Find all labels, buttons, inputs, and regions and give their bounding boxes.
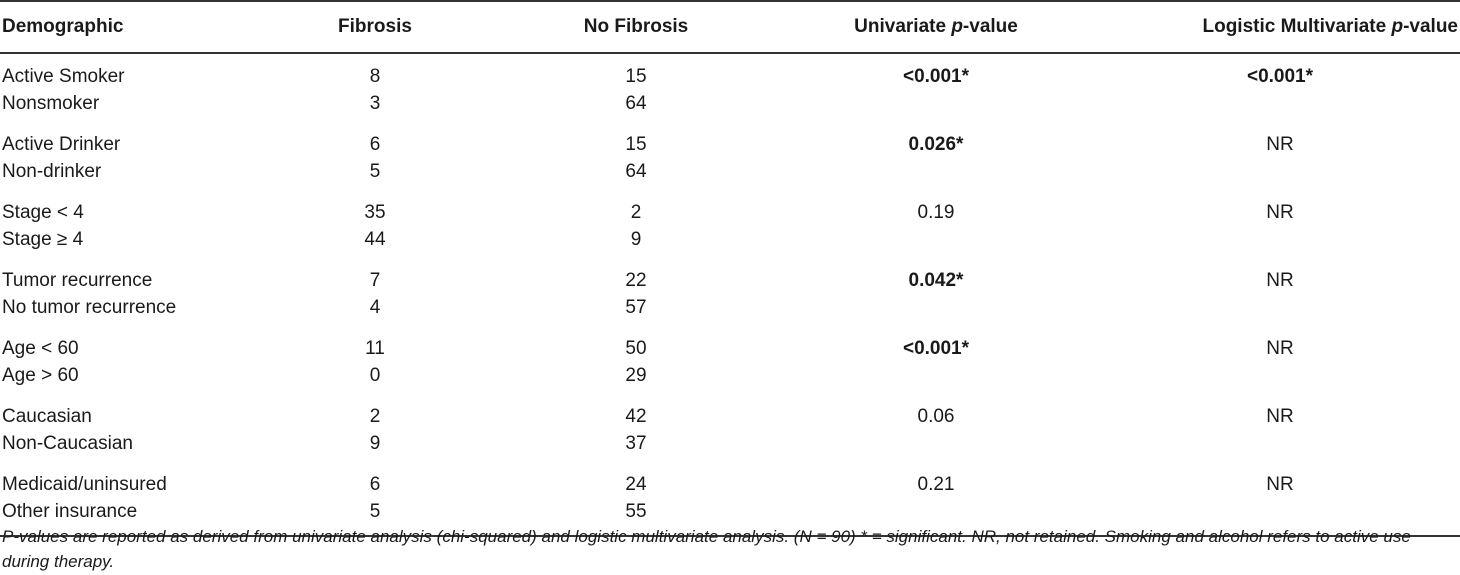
cell-univariate-p-value	[772, 90, 1100, 122]
header-univariate-p-value: Univariate p-value	[772, 0, 1100, 54]
cell-logistic-p-value: NR	[1266, 474, 1294, 495]
table-row: Stage ≥ 4 44 9	[0, 226, 1460, 258]
header-no-fibrosis: No Fibrosis	[500, 0, 772, 54]
cell-no-fibrosis: 50	[625, 338, 647, 359]
cell-logistic-p-value	[1100, 226, 1460, 258]
table-row: Tumor recurrence 7 22 0.042* NR	[0, 258, 1460, 294]
cell-demographic: Age < 60	[2, 338, 79, 359]
table-row: Non-Caucasian 9 37	[0, 430, 1460, 462]
demographics-table: Demographic Fibrosis No Fibrosis Univari…	[0, 0, 1460, 537]
cell-fibrosis: 9	[369, 433, 381, 454]
cell-logistic-p-value: NR	[1266, 270, 1294, 291]
cell-logistic-p-value	[1100, 430, 1460, 462]
cell-univariate-p-value: <0.001*	[902, 338, 970, 359]
header-logistic-multivariate-p-value: Logistic Multivariate p-value	[1100, 0, 1460, 54]
cell-demographic: Caucasian	[2, 406, 92, 427]
cell-univariate-p-value	[772, 430, 1100, 462]
cell-logistic-p-value: NR	[1266, 338, 1294, 359]
cell-demographic: No tumor recurrence	[2, 297, 177, 318]
cell-demographic: Tumor recurrence	[2, 270, 153, 291]
cell-demographic: Medicaid/uninsured	[2, 474, 167, 495]
cell-no-fibrosis: 57	[625, 297, 647, 318]
table-row: Active Smoker 8 15 <0.001* <0.001*	[0, 53, 1460, 90]
table-footnote: P-values are reported as derived from un…	[2, 527, 1411, 571]
cell-demographic: Non-Caucasian	[2, 433, 133, 454]
cell-demographic: Stage < 4	[2, 202, 84, 223]
table-row: Caucasian 2 42 0.06 NR	[0, 394, 1460, 430]
cell-fibrosis: 8	[369, 66, 381, 87]
table-row: Other insurance 5 55	[0, 498, 1460, 537]
header-row: Demographic Fibrosis No Fibrosis Univari…	[0, 0, 1460, 54]
cell-fibrosis: 2	[369, 406, 381, 427]
cell-no-fibrosis: 15	[625, 134, 647, 155]
cell-no-fibrosis: 37	[625, 433, 647, 454]
cell-demographic: Nonsmoker	[2, 93, 100, 114]
cell-univariate-p-value: 0.042*	[908, 270, 964, 291]
cell-univariate-p-value: 0.19	[917, 202, 955, 223]
cell-univariate-p-value: 0.06	[917, 406, 955, 427]
cell-no-fibrosis: 55	[500, 498, 772, 537]
cell-univariate-p-value: 0.21	[917, 474, 955, 495]
cell-demographic: Other insurance	[0, 498, 250, 537]
cell-no-fibrosis: 24	[625, 474, 647, 495]
table-row: Age > 60 0 29	[0, 362, 1460, 394]
cell-fibrosis: 44	[364, 229, 386, 250]
cell-logistic-p-value: <0.001*	[1246, 66, 1314, 87]
cell-logistic-p-value: NR	[1266, 202, 1294, 223]
cell-logistic-p-value	[1100, 362, 1460, 394]
table-row: Active Drinker 6 15 0.026* NR	[0, 122, 1460, 158]
cell-logistic-p-value: NR	[1266, 134, 1294, 155]
cell-no-fibrosis: 29	[625, 365, 647, 386]
cell-fibrosis: 6	[369, 134, 381, 155]
cell-logistic-p-value	[1100, 158, 1460, 190]
cell-logistic-p-value	[1100, 294, 1460, 326]
cell-fibrosis: 3	[369, 93, 381, 114]
cell-logistic-p-value: NR	[1266, 406, 1294, 427]
cell-univariate-p-value: 0.026*	[908, 134, 964, 155]
cell-fibrosis: 4	[369, 297, 381, 318]
cell-fibrosis: 5	[250, 498, 500, 537]
cell-no-fibrosis: 22	[625, 270, 647, 291]
table-row: Nonsmoker 3 64	[0, 90, 1460, 122]
cell-no-fibrosis: 64	[625, 93, 647, 114]
header-fibrosis: Fibrosis	[250, 0, 500, 54]
cell-no-fibrosis: 2	[630, 202, 642, 223]
header-demographic: Demographic	[0, 0, 250, 54]
cell-no-fibrosis: 9	[630, 229, 642, 250]
table-row: No tumor recurrence 4 57	[0, 294, 1460, 326]
cell-demographic: Age > 60	[2, 365, 79, 386]
cell-fibrosis: 35	[364, 202, 386, 223]
cell-univariate-p-value	[772, 226, 1100, 258]
table-body: Active Smoker 8 15 <0.001* <0.001* Nonsmoker 3…	[0, 53, 1460, 537]
cell-univariate-p-value: <0.001*	[902, 66, 970, 87]
cell-logistic-p-value	[1100, 90, 1460, 122]
cell-no-fibrosis: 42	[625, 406, 647, 427]
cell-demographic: Active Smoker	[2, 66, 125, 87]
cell-univariate-p-value	[772, 158, 1100, 190]
table-row: Non-drinker 5 64	[0, 158, 1460, 190]
cell-fibrosis: 5	[369, 161, 381, 182]
cell-fibrosis: 0	[369, 365, 381, 386]
cell-univariate-p-value	[772, 294, 1100, 326]
cell-fibrosis: 6	[369, 474, 381, 495]
table-row: Age < 60 11 50 <0.001* NR	[0, 326, 1460, 362]
cell-univariate-p-value	[772, 362, 1100, 394]
cell-demographic: Non-drinker	[2, 161, 102, 182]
cell-demographic: Active Drinker	[2, 134, 121, 155]
cell-logistic-p-value	[1100, 498, 1460, 537]
cell-fibrosis: 11	[365, 338, 385, 359]
table-row: Medicaid/uninsured 6 24 0.21 NR	[0, 462, 1460, 498]
cell-demographic: Stage ≥ 4	[2, 229, 84, 250]
cell-no-fibrosis: 15	[625, 66, 647, 87]
cell-univariate-p-value	[772, 498, 1100, 537]
table-row: Stage < 4 35 2 0.19 NR	[0, 190, 1460, 226]
cell-fibrosis: 7	[369, 270, 381, 291]
cell-no-fibrosis: 64	[625, 161, 647, 182]
